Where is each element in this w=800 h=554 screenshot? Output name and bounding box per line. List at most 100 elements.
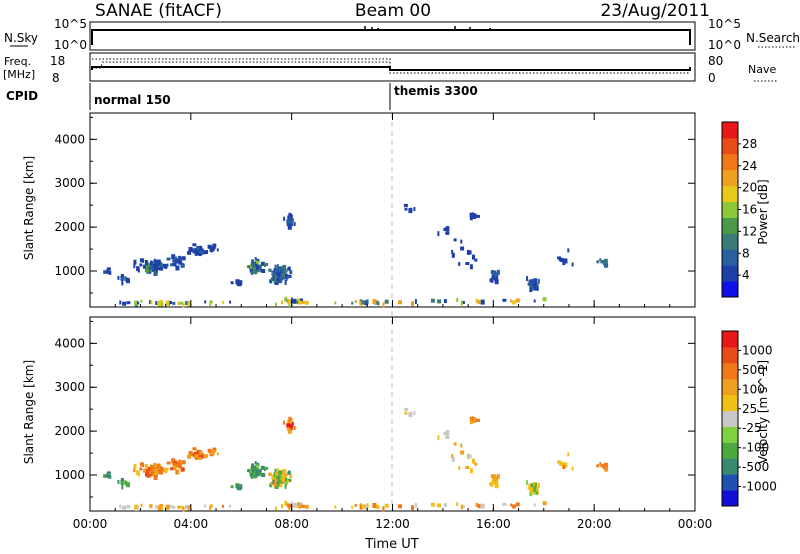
scatter-cell: [204, 504, 207, 508]
scatter-cell: [534, 483, 537, 488]
colorbar-tick-label: -500: [742, 460, 769, 474]
scatter-cell: [476, 214, 480, 218]
scatter-cell: [160, 466, 163, 472]
scatter-cell: [480, 299, 485, 305]
colorbar-tick-label: 100: [742, 382, 765, 396]
scatter-cell: [282, 468, 287, 473]
scatter-cell: [276, 476, 279, 480]
scatter-cell: [188, 247, 193, 252]
scatter-cell: [154, 259, 157, 265]
scatter-cell: [596, 464, 600, 468]
scatter-cell: [474, 462, 478, 466]
scatter-cell: [334, 301, 337, 305]
scatter-cell: [170, 263, 174, 267]
scatter-cell: [268, 268, 272, 272]
scatter-cell: [284, 296, 288, 302]
scatter-cell: [126, 481, 129, 487]
scatter-cell: [510, 503, 513, 507]
y-tick-label: 4000: [54, 336, 85, 350]
scatter-cell: [476, 418, 480, 422]
freq-label-1: Freq.: [4, 55, 31, 68]
scatter-cell: [599, 258, 602, 262]
scatter-cell: [414, 299, 417, 304]
scatter-cell: [177, 464, 182, 468]
colorbar-tick-label: 28: [742, 137, 757, 151]
power-colorbar-label: Power [dB]: [756, 179, 770, 244]
freq-right-tick-top: 80: [708, 54, 723, 68]
scatter-cell: [300, 300, 305, 304]
scatter-cell: [198, 457, 202, 461]
noise-right-label: N.Search: [746, 31, 800, 45]
x-tick-label: 12:00: [375, 517, 410, 531]
scatter-cell: [446, 231, 450, 235]
scatter-cell: [411, 505, 414, 511]
scatter-cell: [467, 454, 472, 459]
scatter-cell: [144, 464, 148, 469]
scatter-cell: [236, 486, 241, 490]
scatter-cell: [199, 249, 203, 255]
scatter-cell: [187, 250, 192, 255]
scatter-cell: [255, 472, 260, 477]
scatter-cell: [287, 225, 292, 230]
beam-title: Beam 00: [355, 1, 431, 21]
scatter-cell: [403, 407, 408, 411]
scatter-cell: [602, 465, 605, 470]
scatter-cell: [133, 467, 136, 473]
scatter-cell: [258, 265, 262, 269]
scatter-cell: [289, 220, 293, 225]
scatter-cell: [480, 503, 485, 509]
scatter-cell: [202, 249, 205, 254]
cpid-segment-1: normal 150: [94, 93, 171, 107]
scatter-cell: [562, 261, 566, 266]
scatter-cell: [250, 263, 253, 269]
scatter-cell: [477, 504, 481, 509]
scatter-cell: [206, 250, 209, 254]
colorbar-swatch: [722, 137, 738, 155]
scatter-cell: [293, 426, 296, 430]
scatter-cell: [156, 260, 160, 266]
scatter-cell: [283, 216, 286, 221]
scatter-cell: [287, 429, 292, 434]
scatter-cell: [532, 282, 537, 286]
colorbar-swatch: [722, 185, 738, 203]
scatter-cell: [211, 246, 215, 251]
scatter-cell: [177, 505, 180, 509]
scatter-cell: [274, 485, 279, 489]
scatter-cell: [298, 300, 302, 305]
scatter-cell: [502, 298, 507, 302]
scatter-cell: [154, 474, 158, 478]
scatter-cell: [529, 491, 533, 497]
scatter-cell: [557, 460, 562, 464]
scatter-cell: [287, 215, 290, 220]
colorbar-tick-label: 16: [742, 203, 757, 217]
scatter-cell: [275, 472, 279, 476]
scatter-cell: [410, 207, 412, 213]
scatter-cell: [515, 298, 520, 303]
scatter-cell: [216, 248, 219, 252]
scatter-cell: [249, 268, 254, 273]
scatter-cell: [182, 302, 185, 308]
scatter-cell: [361, 300, 366, 305]
velocity-panel: Slant Range [km] 4000 3000 2000 1000 1000 50…: [22, 316, 777, 512]
scatter-cell: [361, 504, 366, 509]
scatter-cell: [471, 416, 474, 421]
scatter-cell: [281, 504, 284, 509]
scatter-cell: [286, 221, 290, 227]
colorbar-swatch: [722, 362, 738, 380]
colorbar-tick-label: 25: [742, 402, 757, 416]
scatter-cell: [166, 300, 170, 306]
scatter-cell: [537, 278, 540, 284]
colorbar-frame: [721, 330, 739, 507]
scatter-cell: [273, 472, 276, 478]
scatter-cell: [274, 478, 279, 484]
scatter-cell: [557, 256, 562, 260]
scatter-cell: [202, 454, 207, 459]
scatter-cell: [175, 469, 178, 475]
scatter-cell: [284, 269, 288, 273]
scatter-cell: [474, 258, 478, 262]
scatter-cell: [490, 474, 495, 479]
scatter-cell: [166, 461, 171, 465]
scatter-cell: [268, 472, 272, 476]
scatter-cell: [154, 468, 159, 474]
scatter-cell: [192, 243, 197, 247]
